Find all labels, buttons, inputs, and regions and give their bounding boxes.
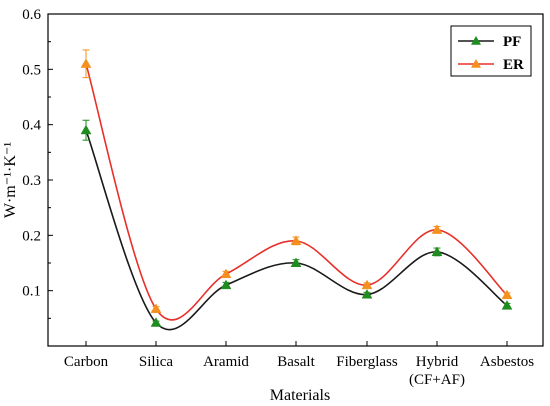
data-point-pf [80, 124, 92, 135]
markers [80, 58, 513, 327]
y-tick-label: 0.6 [22, 7, 41, 23]
data-point-er [361, 279, 373, 290]
legend-label-er: ER [503, 57, 524, 73]
data-point-er [290, 235, 302, 245]
data-point-er [220, 268, 232, 279]
data-point-er [150, 303, 162, 313]
data-point-pf [361, 289, 373, 299]
y-axis-title: W·m⁻¹·K⁻¹ [2, 142, 19, 218]
data-point-er [80, 58, 92, 68]
y-tick-label: 0.2 [22, 228, 41, 244]
y-tick-label: 0.3 [22, 173, 41, 189]
x-axis: Carbon Silica Aramid Basalt Fiberglass Hybrid… [64, 341, 534, 388]
y-axis: 0.1 0.2 0.3 0.4 0.5 0.6 [22, 7, 53, 319]
y-tick-label: 0.4 [22, 118, 41, 134]
x-tick-label: Hybrid [416, 354, 459, 370]
x-tick-label-line2: (CF+AF) [409, 372, 465, 388]
data-point-pf [501, 300, 513, 310]
x-tick-label: Fiberglass [336, 354, 398, 370]
error-bars [82, 49, 511, 325]
data-point-pf [431, 246, 443, 256]
y-tick-label: 0.1 [22, 284, 41, 300]
data-point-pf [290, 257, 302, 267]
curves [85, 63, 508, 331]
legend-marker-er [471, 59, 481, 68]
legend-box [450, 25, 532, 77]
y-tick-label: 0.5 [22, 62, 41, 78]
x-tick-label: Silica [139, 354, 174, 370]
data-point-er [501, 289, 513, 300]
series-line-pf [85, 129, 508, 331]
x-tick-label: Aramid [203, 354, 249, 370]
legend-label-pf: PF [503, 34, 521, 50]
data-point-pf [220, 279, 232, 290]
x-axis-title: Materials [270, 387, 330, 404]
x-tick-label: Asbestos [480, 354, 534, 370]
legend: PF ER [450, 25, 532, 77]
x-tick-label: Carbon [64, 354, 109, 370]
x-tick-label: Basalt [277, 354, 315, 370]
legend-marker-pf [471, 36, 481, 45]
data-point-pf [150, 317, 162, 327]
series-line-er [85, 63, 508, 321]
data-point-er [431, 224, 443, 234]
